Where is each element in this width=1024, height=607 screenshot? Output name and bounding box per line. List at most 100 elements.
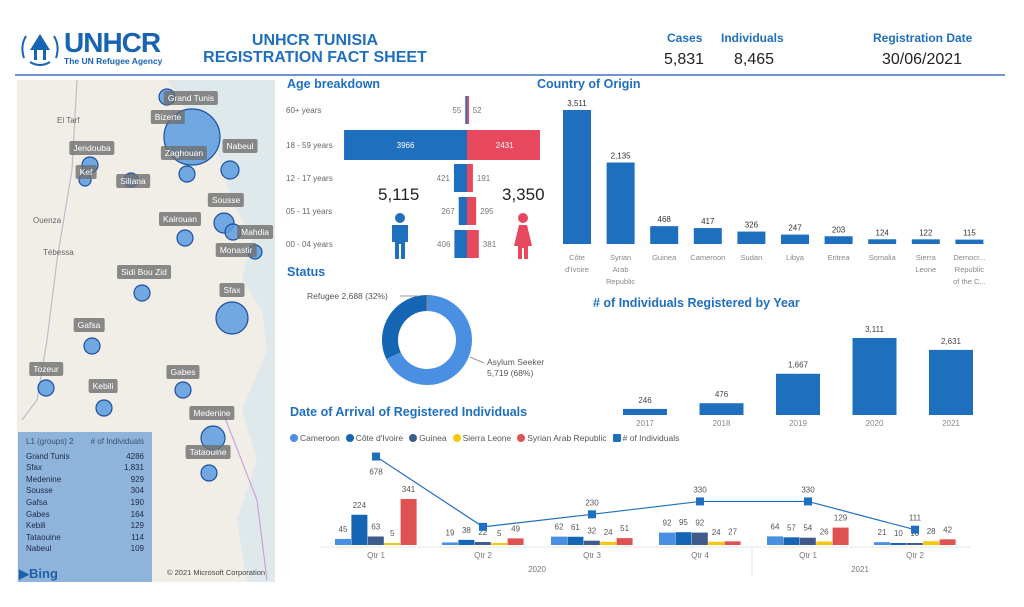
age-row-label: 60+ years (286, 106, 321, 115)
male-value: 421 (437, 174, 451, 183)
year-bar (929, 349, 973, 415)
arrival-bar (551, 536, 567, 545)
asylum-value-label: 5,719 (68%) (487, 368, 533, 378)
arrival-bar (799, 537, 816, 545)
origin-category-label: Republic (955, 265, 984, 274)
legend-item[interactable]: Côte d'Ivoire (345, 433, 403, 443)
year-value-label: 1,667 (788, 361, 809, 370)
map-bubble[interactable] (83, 337, 101, 355)
line-marker[interactable] (372, 452, 380, 461)
map-place-label: Medenine (189, 406, 235, 420)
map-copyright: © 2021 Microsoft Corporation (167, 568, 266, 577)
legend-dot-icon (517, 434, 526, 442)
age-row-label: 18 - 59 years (286, 141, 333, 150)
legend-item[interactable]: Guinea (409, 433, 447, 443)
arrival-bar (583, 540, 600, 545)
arrival-bar-label: 62 (555, 523, 564, 532)
year-category-label: 2020 (866, 419, 884, 428)
arrival-legend: Cameroon Côte d'Ivoire Guinea Sierra Leone S… (290, 433, 679, 443)
quarter-label: Qtr 1 (367, 551, 385, 560)
cases-label: Cases (667, 31, 703, 45)
legend-item[interactable]: Sierra Leone (452, 433, 511, 443)
map-bubble[interactable] (215, 301, 249, 335)
map-bubble[interactable] (178, 165, 196, 183)
arrival-bar-label: 24 (604, 528, 613, 537)
origin-category-label: of the C... (953, 277, 986, 286)
male-bar (344, 130, 467, 160)
map-bg-label: El Tarf (57, 116, 80, 125)
country-origin-chart: 3,511 Côte d'Ivoire 2,135 Syrian Arab Republic… (563, 99, 986, 286)
arrival-bar (367, 536, 384, 545)
legend-dot-icon (345, 434, 354, 442)
unhcr-logo: UNHCR The UN Refugee Agency (18, 28, 162, 68)
male-icon (392, 213, 408, 259)
origin-bar (693, 228, 722, 244)
individuals-line (375, 456, 916, 531)
map-visual[interactable]: El Tarf Ouenza Tébessa Grand Tunis Bizert… (17, 80, 275, 582)
status-title: Status (287, 265, 326, 279)
map-place-label: Gabes (166, 365, 200, 379)
map-place-label: Grand Tunis (163, 91, 219, 105)
table-cell: Sousse (26, 486, 53, 496)
line-marker[interactable] (804, 497, 812, 506)
legend-item[interactable]: Syrian Arab Republic (517, 433, 607, 443)
arrival-bar (659, 532, 675, 545)
map-bubble[interactable] (133, 284, 151, 302)
line-marker[interactable] (911, 525, 919, 534)
arrival-bar-label: 42 (943, 525, 952, 534)
map-bubble[interactable] (220, 160, 240, 180)
donut-slice-asylum-seeker (386, 295, 472, 385)
female-total: 3,350 (502, 185, 545, 204)
arrival-bar-label: 32 (587, 527, 596, 536)
arrival-bar-label: 28 (927, 527, 936, 536)
country-origin-title: Country of Origin (537, 77, 641, 91)
table-row: Gabes 164 (26, 509, 144, 521)
origin-value-label: 203 (832, 225, 846, 234)
table-header: L1 (groups) 2 (26, 437, 74, 446)
female-value: 191 (477, 174, 491, 183)
table-row: Grand Tunis 4286 (26, 451, 144, 463)
table-row: Sousse 304 (26, 485, 144, 497)
map-bubble[interactable] (200, 464, 218, 482)
map-bubble[interactable] (95, 399, 113, 417)
line-marker[interactable] (588, 510, 596, 519)
male-value: 3966 (397, 141, 415, 150)
map-bg-label: Tébessa (43, 248, 74, 257)
map-bubble[interactable] (37, 379, 55, 397)
map-bubble[interactable] (176, 229, 194, 247)
origin-category-label: Cameroon (690, 253, 725, 262)
table-row: Nabeul 109 (26, 543, 144, 555)
legend-dot-icon (409, 434, 418, 442)
quarter-label: Qtr 3 (583, 551, 601, 560)
arrival-bar (491, 543, 508, 545)
legend-item[interactable]: Cameroon (290, 433, 340, 443)
origin-category-label: Eritrea (828, 253, 851, 262)
table-header: # of Individuals (90, 437, 144, 446)
table-cell: Grand Tunis (26, 451, 70, 461)
year-chart: 246 2017 476 2018 1,667 2019 3,111 2020 2,631 202… (623, 325, 973, 428)
origin-bar (563, 110, 591, 244)
registration-date-label: Registration Date (873, 31, 973, 45)
map-place-label: Gafsa (73, 318, 105, 332)
legend-item[interactable]: # of Individuals (612, 433, 679, 443)
legend-dot-icon (290, 434, 298, 442)
origin-category-label: Sierra (916, 253, 937, 262)
arrival-bar (351, 514, 368, 545)
table-cell: 109 (130, 544, 144, 554)
year-category-label: 2018 (713, 419, 731, 428)
arrival-bar-label: 92 (695, 519, 704, 528)
map-place-label: Bizerte (150, 110, 186, 124)
line-marker[interactable] (479, 522, 487, 531)
map-bubble[interactable] (174, 381, 192, 399)
origin-category-label: Somalia (869, 253, 897, 262)
age-row-label: 12 - 17 years (286, 174, 333, 183)
line-value-label: 330 (801, 485, 815, 494)
arrival-bar (567, 536, 584, 545)
map-base (21, 80, 275, 582)
arrival-bar-label: 24 (712, 528, 721, 537)
table-cell: Gafsa (26, 497, 48, 507)
female-bar (467, 164, 473, 192)
year-bar (852, 338, 897, 415)
refugee-label: Refugee 2,688 (32%) (307, 291, 388, 301)
line-marker[interactable] (696, 497, 704, 506)
